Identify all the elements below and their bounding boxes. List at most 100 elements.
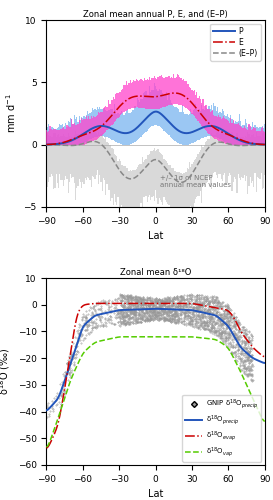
Point	[171, 295, 176, 303]
Point	[212, 321, 216, 329]
Point	[208, 317, 212, 325]
Point	[232, 334, 236, 342]
Point	[150, 309, 155, 317]
Point	[133, 300, 137, 308]
Point	[149, 311, 154, 319]
Point	[134, 310, 138, 318]
Point	[162, 315, 167, 323]
Point	[112, 320, 117, 328]
Point	[141, 316, 145, 324]
Point	[118, 313, 122, 321]
Point	[217, 315, 221, 323]
Point	[154, 302, 159, 310]
Point	[170, 298, 174, 306]
Point	[88, 328, 93, 336]
Point	[214, 312, 219, 320]
Point	[204, 305, 208, 313]
Point	[248, 344, 252, 352]
Point	[146, 308, 151, 316]
Point	[119, 291, 123, 299]
Point	[195, 299, 200, 307]
Point	[150, 296, 155, 304]
Point	[161, 308, 165, 316]
Point	[72, 352, 76, 360]
Point	[121, 304, 126, 312]
Point	[62, 384, 66, 392]
Point	[128, 293, 132, 301]
Point	[209, 327, 214, 335]
Point	[121, 292, 126, 300]
Point	[75, 348, 79, 356]
Point	[136, 306, 140, 314]
Point	[227, 340, 232, 348]
Point	[243, 332, 248, 340]
Point	[162, 314, 167, 322]
Point	[141, 304, 145, 312]
Point	[218, 314, 222, 322]
Point	[206, 313, 210, 321]
Point	[103, 318, 108, 326]
Point	[179, 318, 184, 326]
Point	[214, 298, 219, 306]
Point	[222, 336, 226, 344]
Point	[229, 340, 234, 347]
Point	[236, 332, 241, 340]
Point	[86, 322, 91, 330]
Point	[245, 356, 250, 364]
Point	[202, 305, 206, 313]
Point	[160, 296, 164, 304]
Point	[135, 294, 140, 302]
Point	[214, 294, 219, 302]
Point	[239, 357, 243, 365]
Point	[183, 308, 187, 316]
Point	[172, 314, 176, 322]
Point	[89, 312, 93, 320]
Point	[169, 307, 174, 315]
Point	[138, 297, 142, 305]
Point	[246, 340, 251, 348]
Point	[124, 320, 128, 328]
Point	[161, 305, 166, 313]
Point	[124, 320, 128, 328]
Point	[123, 302, 127, 310]
Point	[247, 356, 252, 364]
Point	[247, 370, 251, 378]
Point	[173, 306, 177, 314]
Point	[237, 335, 241, 343]
Point	[76, 330, 81, 338]
Point	[165, 309, 169, 317]
Point	[136, 314, 140, 322]
Point	[158, 304, 162, 312]
Point	[142, 316, 147, 324]
Point	[129, 294, 134, 302]
Point	[246, 354, 250, 362]
Point	[195, 312, 200, 320]
Point	[197, 321, 201, 329]
Point	[200, 300, 204, 308]
Point	[232, 312, 236, 320]
Point	[215, 327, 219, 335]
Point	[230, 350, 234, 358]
Point	[191, 300, 195, 308]
Point	[247, 353, 251, 361]
Point	[250, 372, 254, 380]
Point	[160, 306, 164, 314]
Point	[144, 296, 149, 304]
X-axis label: Lat: Lat	[148, 490, 163, 500]
Point	[188, 303, 192, 311]
Point	[201, 320, 205, 328]
Point	[224, 332, 228, 340]
Point	[218, 325, 222, 333]
Point	[113, 313, 118, 321]
Point	[205, 310, 209, 318]
Point	[209, 324, 213, 332]
Point	[197, 300, 201, 308]
Point	[224, 324, 228, 332]
Point	[220, 329, 224, 337]
Point	[247, 338, 251, 346]
Point	[152, 315, 157, 323]
Point	[72, 354, 76, 362]
Point	[162, 298, 166, 306]
Point	[153, 310, 158, 318]
Point	[216, 322, 220, 330]
